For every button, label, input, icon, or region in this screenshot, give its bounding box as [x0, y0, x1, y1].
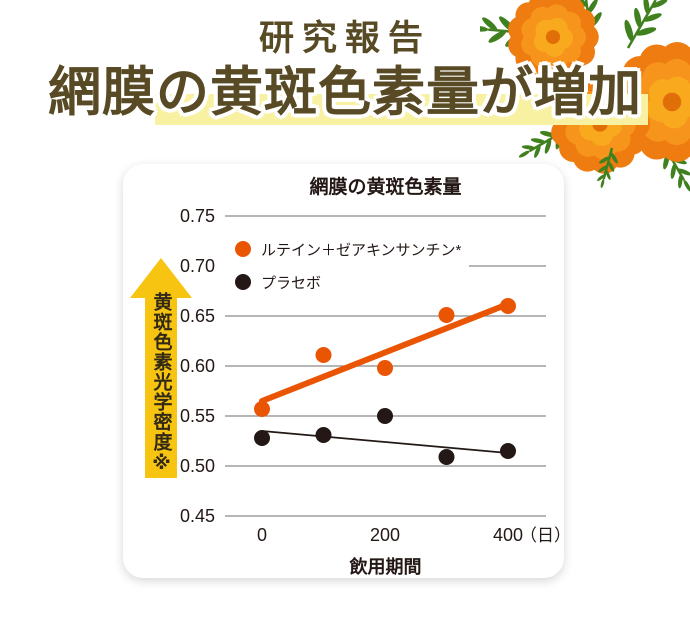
- svg-text:0.70: 0.70: [180, 256, 215, 276]
- up-arrow-icon: [130, 258, 192, 478]
- svg-text:0.45: 0.45: [180, 506, 215, 526]
- legend-marker-placebo-icon: [235, 274, 251, 290]
- chart-legend: ルテイン＋ゼアキンサンチン* プラセボ: [235, 236, 461, 302]
- svg-text:0.65: 0.65: [180, 306, 215, 326]
- chart-title: 網膜の黄斑色素量: [309, 177, 462, 198]
- chart-plot: 0.75 0.70 0.65 0.60 0.55 0.50 0.45 0 200 400（日）: [180, 206, 564, 545]
- svg-text:0.75: 0.75: [180, 206, 215, 226]
- legend-item-placebo: プラセボ: [235, 269, 461, 295]
- svg-text:200: 200: [370, 525, 400, 545]
- svg-text:0.60: 0.60: [180, 356, 215, 376]
- legend-label-placebo: プラセボ: [261, 274, 322, 292]
- x-axis-title: 飲用期間: [349, 557, 422, 577]
- svg-text:（日）: （日）: [520, 526, 564, 545]
- svg-text:0.55: 0.55: [180, 406, 215, 426]
- svg-text:0.50: 0.50: [180, 456, 215, 476]
- page-title: 網膜の黄斑色素量が増加: [48, 64, 642, 122]
- chart-card: 0.75 0.70 0.65 0.60 0.55 0.50 0.45 0 200 400（日） 網…: [123, 164, 564, 578]
- y-axis-arrow: 黄斑色素光学密度※: [130, 258, 192, 478]
- legend-item-lutein: ルテイン＋ゼアキンサンチン*: [235, 236, 461, 262]
- report-kicker: 研究報告: [258, 19, 431, 58]
- legend-marker-lutein-icon: [235, 241, 251, 257]
- y-axis-label: 黄斑色素光学密度※: [150, 292, 172, 475]
- legend-label-lutein: ルテイン＋ゼアキンサンチン*: [261, 241, 462, 259]
- title-highlight-band: [155, 94, 648, 125]
- svg-text:0: 0: [257, 525, 267, 545]
- svg-text:400: 400: [493, 525, 523, 545]
